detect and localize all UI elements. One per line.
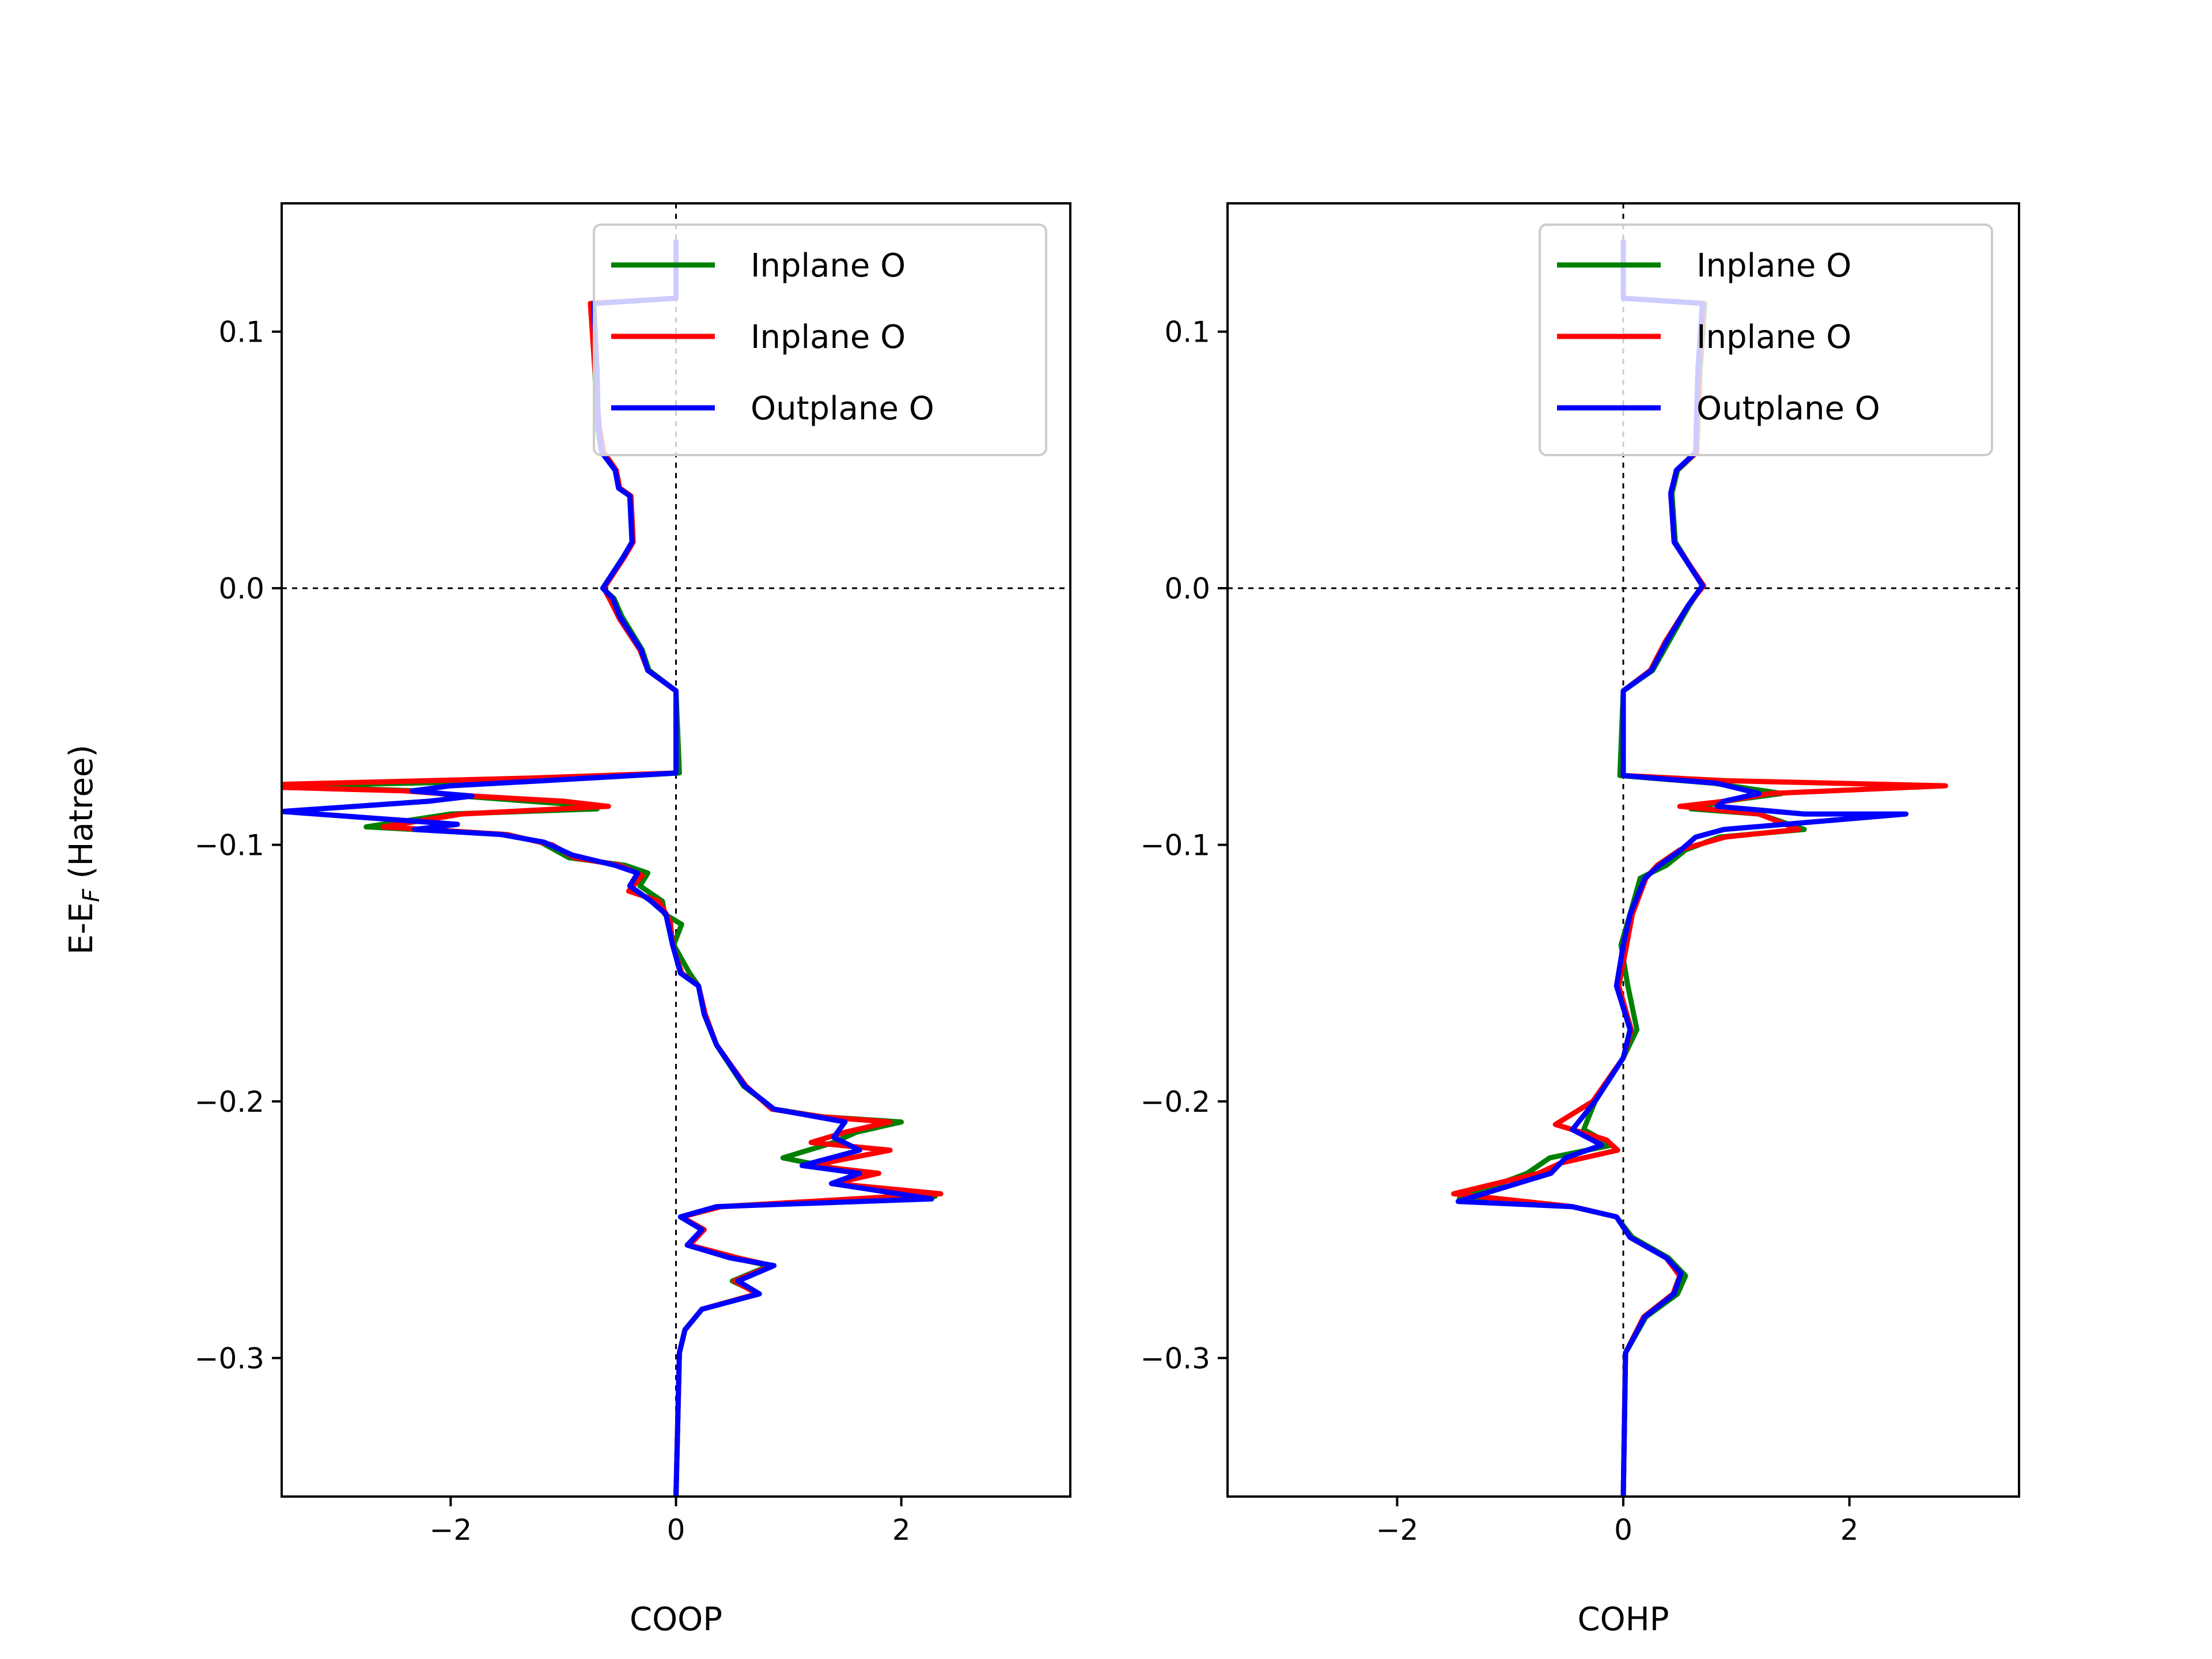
y-tick-label: −0.1	[1141, 829, 1210, 862]
series-line-2	[282, 239, 934, 1497]
y-tick-label: −0.3	[1141, 1342, 1210, 1375]
legend-frame	[1539, 224, 1993, 456]
x-tick-label: 0	[667, 1513, 685, 1547]
y-tick-label: 0.1	[1164, 316, 1210, 349]
series-line-2	[1455, 239, 1909, 1497]
legend-frame	[593, 224, 1047, 456]
x-axis-label: COHP	[1577, 1601, 1669, 1638]
y-tick-label: −0.2	[1141, 1085, 1210, 1119]
legend-label-0: Inplane O	[1696, 247, 1851, 285]
plot-area	[1228, 203, 2019, 1497]
y-tick-label: 0.0	[218, 572, 264, 605]
x-tick-label: 2	[1840, 1513, 1859, 1547]
legend: Inplane O Inplane O Outplane O	[593, 224, 1047, 456]
coop-panel: −2 0 2 0.1 0.0 −0.1 −0.2 −0.3 COOP E-EF (Hatree) I…	[63, 202, 1071, 1638]
y-tick-label: 0.0	[1164, 572, 1210, 605]
x-tick-label: 0	[1614, 1513, 1633, 1547]
x-tick-label: −2	[1376, 1513, 1419, 1547]
plot-area	[282, 203, 1070, 1497]
legend-label-2: Outplane O	[751, 390, 934, 427]
legend-label-1: Inplane O	[751, 319, 906, 356]
x-tick-label: 2	[892, 1513, 911, 1547]
legend-label-0: Inplane O	[751, 247, 906, 285]
legend-label-1: Inplane O	[1696, 319, 1851, 356]
y-tick-label: 0.1	[218, 316, 264, 349]
legend-label-2: Outplane O	[1696, 390, 1880, 427]
y-axis-label: E-EF (Hatree)	[63, 745, 105, 955]
legend: Inplane O Inplane O Outplane O	[1539, 224, 1993, 456]
x-axis-label: COOP	[630, 1601, 722, 1638]
y-tick-label: −0.3	[195, 1342, 264, 1375]
y-tick-label: −0.2	[195, 1085, 264, 1119]
x-tick-label: −2	[429, 1513, 472, 1547]
y-tick-label: −0.1	[195, 829, 264, 862]
